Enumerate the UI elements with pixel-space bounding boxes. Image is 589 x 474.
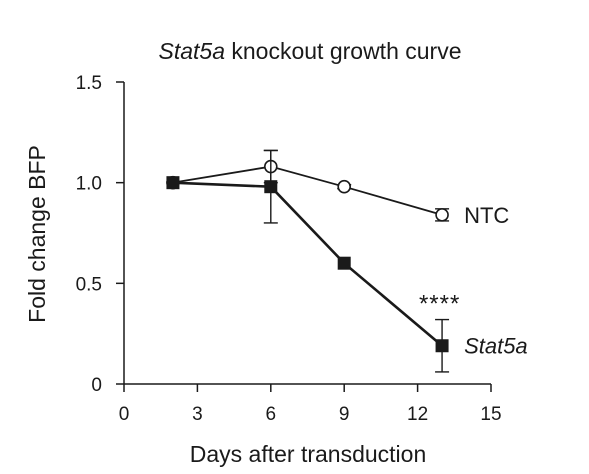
annotations-layer: **** [419,291,460,318]
x-tick-label: 12 [407,404,428,425]
chart-title-rest: knockout growth curve [225,38,462,64]
x-tick-label: 0 [119,404,130,425]
y-tick-label: 1.5 [76,73,102,94]
chart-title-italic: Stat5a [158,38,225,64]
x-tick-label: 3 [192,404,203,425]
significance-label: **** [419,291,460,318]
series-ntc: NTC [166,149,509,228]
data-point [337,256,351,270]
series-label: Stat5a [464,334,528,359]
y-tick-label: 1.0 [76,174,102,195]
data-point [435,208,449,222]
data-point [435,339,449,353]
chart-title: Stat5a knockout growth curve [158,38,461,64]
y-tick-label: 0 [91,375,102,396]
x-tick-label: 15 [480,404,501,425]
axes: 0 3 6 9 12 15 0 0.5 1.0 1.5 [76,73,502,425]
series-line [172,165,443,216]
data-point [264,180,278,194]
y-tick-label: 0.5 [76,274,102,295]
data-point [337,179,352,194]
x-tick-label: 9 [339,404,350,425]
x-tick-label: 6 [266,404,277,425]
series-stat5a: Stat5a [166,149,528,373]
series-line [172,181,443,347]
series-label: NTC [464,203,509,228]
data-point [166,176,180,190]
series-layer: NTC Stat5a [166,149,528,373]
y-axis-label: Fold change BFP [24,145,50,323]
x-axis-label: Days after transduction [190,441,427,467]
